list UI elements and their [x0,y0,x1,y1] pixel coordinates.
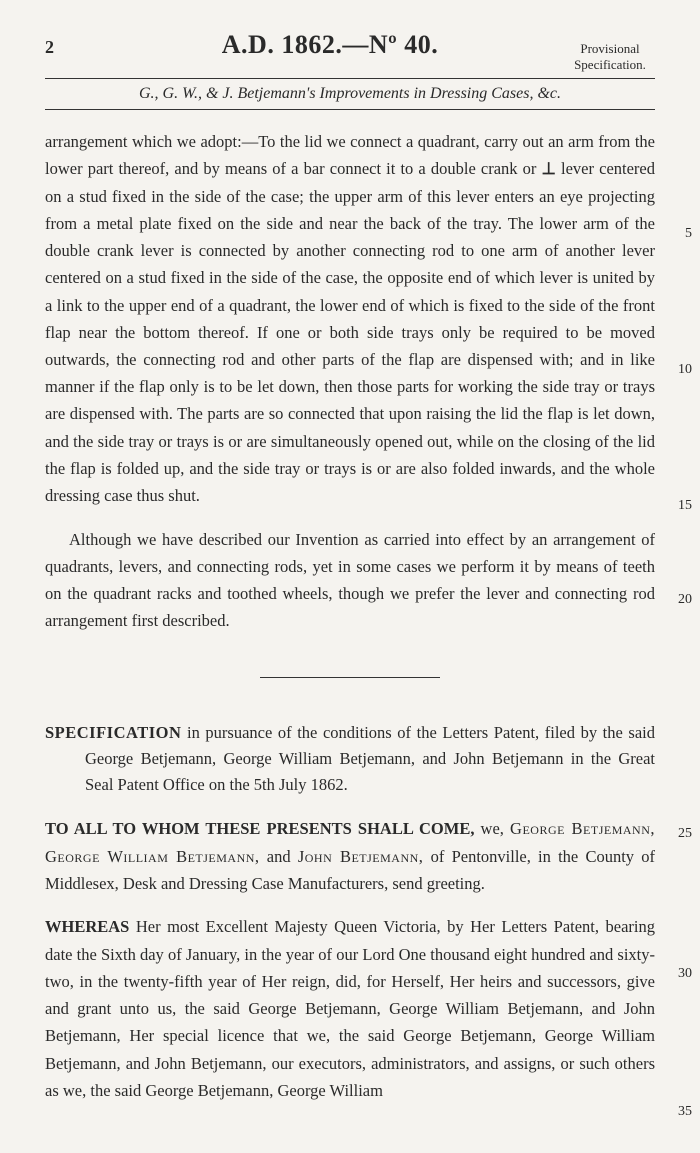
toall-b: and [260,847,298,866]
page-number: 2 [45,37,95,58]
specification-intro: SPECIFICATION in pursuance of the condit… [85,720,655,799]
whereas-lead: WHEREAS [45,917,129,936]
margin-num-20: 20 [678,592,692,608]
margin-num-10: 10 [678,362,692,378]
body-paragraph-2: Although we have described our Invention… [45,526,655,635]
whereas-paragraph: WHEREAS Her most Excellent Majesty Queen… [45,913,655,1104]
body1-b: lever centered on a stud fixed in the si… [45,159,655,505]
document-page: 2 A.D. 1862.—Nº 40. Provisional Specific… [0,0,700,1134]
margin-num-30: 30 [678,966,692,982]
toall-a: we, [474,819,510,838]
subtitle: G., G. W., & J. Betjemann's Improvements… [45,85,655,103]
rule-under-subtitle [45,109,655,110]
toall-lead: TO ALL TO WHOM THESE PRESENTS SHALL COME… [45,819,474,838]
toall-name2: John Betjemann, [298,847,424,866]
body-paragraph-1: arrangement which we adopt:—To the lid w… [45,128,655,509]
corner-line1: Provisional [580,41,639,56]
document-title: A.D. 1862.—Nº 40. [95,30,565,60]
spec-lead: SPECIFICATION [45,723,181,742]
body-wrap: arrangement which we adopt:—To the lid w… [45,128,655,634]
header-row: 2 A.D. 1862.—Nº 40. Provisional Specific… [45,30,655,72]
margin-num-35: 35 [678,1104,692,1120]
section-divider [260,677,440,678]
perp-symbol: ⊥ [542,159,556,178]
margin-num-5: 5 [685,226,692,242]
body2-text: Although we have described our Invention… [45,530,655,631]
corner-note: Provisional Specification. [565,41,655,72]
whereas-rest: Her most Excellent Majesty Queen Victori… [45,917,655,1099]
margin-num-25: 25 [678,826,692,842]
to-all-paragraph: TO ALL TO WHOM THESE PRESENTS SHALL COME… [45,815,655,897]
margin-num-15: 15 [678,498,692,514]
rule-top [45,78,655,79]
corner-line2: Specification. [574,57,646,72]
